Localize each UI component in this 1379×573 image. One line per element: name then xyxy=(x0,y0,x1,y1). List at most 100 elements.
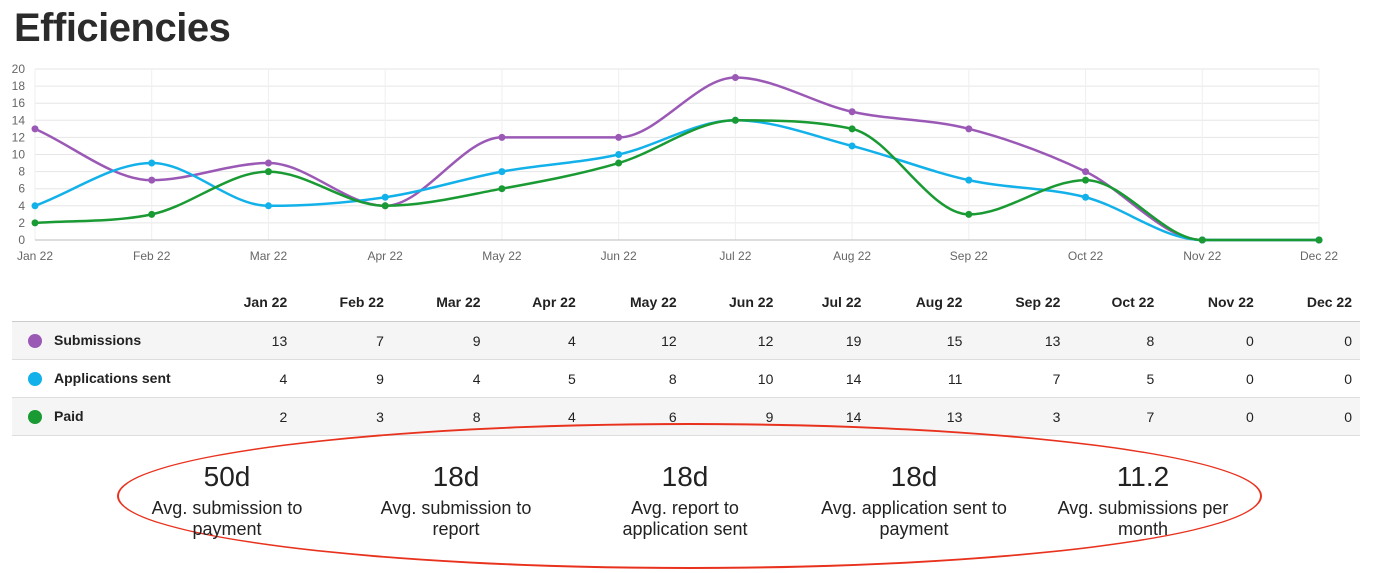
data-point-paid xyxy=(264,168,272,176)
table-column-header: Aug 22 xyxy=(869,283,971,322)
legend-dot-icon xyxy=(28,333,42,348)
data-point-submissions xyxy=(264,159,272,167)
series-line-applications-sent xyxy=(34,119,1319,242)
metric-block: 18d Avg. report to application sent xyxy=(570,460,800,540)
y-tick-label: 8 xyxy=(18,165,25,179)
data-table: Jan 22 Feb 22 Mar 22 Apr 22 May 22 Jun 22 Jul … xyxy=(12,283,1360,436)
x-tick-label: Feb 22 xyxy=(133,249,171,263)
table-column-header: May 22 xyxy=(583,283,685,322)
y-tick-label: 4 xyxy=(18,199,25,213)
x-tick-label: Sep 22 xyxy=(950,249,988,263)
metric-label-line: month xyxy=(1117,519,1169,539)
data-point-applications-sent xyxy=(381,193,389,201)
table-cell: 2 xyxy=(200,397,296,436)
table-cell: 13 xyxy=(970,321,1069,360)
metric-label: Avg. submissions per month xyxy=(1028,498,1258,540)
table-cell: 8 xyxy=(1068,321,1163,360)
data-point-submissions xyxy=(848,108,856,116)
data-point-submissions xyxy=(1082,168,1090,176)
table-column-header: Sep 22 xyxy=(970,283,1069,322)
table-row: Submissions 13 7 9 4 12 12 19 15 13 8 0 0 xyxy=(12,321,1360,360)
data-point-applications-sent xyxy=(264,202,272,210)
table-cell: 0 xyxy=(1261,359,1360,398)
series-label: Paid xyxy=(12,397,200,436)
x-tick-label: Jan 22 xyxy=(17,249,53,263)
y-tick-label: 20 xyxy=(12,62,26,76)
metric-value: 18d xyxy=(890,461,938,492)
metric-label: Avg. report to application sent xyxy=(570,498,800,540)
metric-label-line: report xyxy=(432,519,480,539)
y-tick-label: 2 xyxy=(18,216,25,230)
table-header-blank xyxy=(12,283,200,322)
table-column-header: Oct 22 xyxy=(1068,283,1163,322)
data-point-applications-sent xyxy=(848,142,856,150)
metric-label-line: Avg. application sent to xyxy=(821,498,1007,518)
table-cell: 8 xyxy=(583,359,685,398)
series-label: Applications sent xyxy=(12,359,200,398)
data-point-paid xyxy=(1082,176,1090,184)
data-point-paid xyxy=(965,210,973,218)
data-point-submissions xyxy=(965,125,973,133)
table-column-header: Feb 22 xyxy=(295,283,392,322)
legend-dot-icon xyxy=(28,371,42,386)
data-point-paid xyxy=(615,159,623,167)
table-cell: 5 xyxy=(488,359,584,398)
metric-value: 18d xyxy=(661,461,709,492)
metric-value: 50d xyxy=(203,461,251,492)
series-name: Paid xyxy=(54,408,84,425)
data-point-submissions xyxy=(498,133,506,141)
table-cell: 3 xyxy=(970,397,1069,436)
table-body: Submissions 13 7 9 4 12 12 19 15 13 8 0 0 Application… xyxy=(12,321,1360,436)
y-tick-label: 6 xyxy=(18,182,25,196)
series-name: Submissions xyxy=(54,332,142,349)
metric-label-line: Avg. submission to xyxy=(151,498,303,518)
table-column-header: Nov 22 xyxy=(1162,283,1262,322)
x-tick-label: Apr 22 xyxy=(368,249,404,263)
table-column-header: Apr 22 xyxy=(488,283,584,322)
metric-label: Avg. submission to report xyxy=(341,498,571,540)
table-cell: 11 xyxy=(869,359,971,398)
metric-label-line: payment xyxy=(879,519,949,539)
data-point-applications-sent xyxy=(965,176,973,184)
data-point-submissions xyxy=(148,176,156,184)
table-row: Paid 2 3 8 4 6 9 14 13 3 7 0 0 xyxy=(12,397,1360,436)
table-cell: 5 xyxy=(1068,359,1163,398)
x-tick-label: Oct 22 xyxy=(1068,249,1104,263)
x-tick-label: May 22 xyxy=(482,249,522,263)
chart-series xyxy=(31,74,1323,244)
y-tick-label: 18 xyxy=(12,79,26,93)
metric-label-line: payment xyxy=(192,519,262,539)
metric-value: 18d xyxy=(432,461,480,492)
table-column-header: Mar 22 xyxy=(391,283,489,322)
y-tick-label: 0 xyxy=(18,233,25,247)
table-row: Applications sent 4 9 4 5 8 10 14 11 7 5 0 0 xyxy=(12,359,1360,398)
table-column-header: Jan 22 xyxy=(200,283,296,322)
x-tick-label: Nov 22 xyxy=(1183,249,1221,263)
chart-axes: 0 2 4 6 8 10 12 14 16 18 20 Jan 22 Feb 22 Mar 22 Apr 2… xyxy=(12,62,1339,263)
metric-label-line: application sent xyxy=(622,519,748,539)
data-point-paid xyxy=(848,125,856,133)
table-cell: 4 xyxy=(391,359,489,398)
table-cell: 4 xyxy=(488,321,584,360)
table-cell: 14 xyxy=(781,359,870,398)
metric-block: 50d Avg. submission to payment xyxy=(112,460,342,540)
table-cell: 0 xyxy=(1162,397,1262,436)
data-point-submissions xyxy=(731,74,739,82)
data-point-paid xyxy=(148,210,156,218)
x-tick-label: Jun 22 xyxy=(601,249,637,263)
table-cell: 7 xyxy=(970,359,1069,398)
series-line-paid xyxy=(34,119,1319,242)
y-tick-label: 12 xyxy=(12,130,26,144)
table-cell: 4 xyxy=(200,359,296,398)
metric-value: 11.2 xyxy=(1116,461,1170,492)
data-point-applications-sent xyxy=(148,159,156,167)
metric-label: Avg. application sent to payment xyxy=(799,498,1029,540)
table-column-header: Jul 22 xyxy=(781,283,870,322)
chart-grid xyxy=(34,68,1320,241)
data-point-paid xyxy=(31,219,39,227)
y-tick-label: 16 xyxy=(12,96,26,110)
table-cell: 15 xyxy=(869,321,971,360)
table-cell: 0 xyxy=(1261,321,1360,360)
metric-label-line: Avg. submission to xyxy=(380,498,532,518)
data-point-paid xyxy=(1198,236,1206,244)
